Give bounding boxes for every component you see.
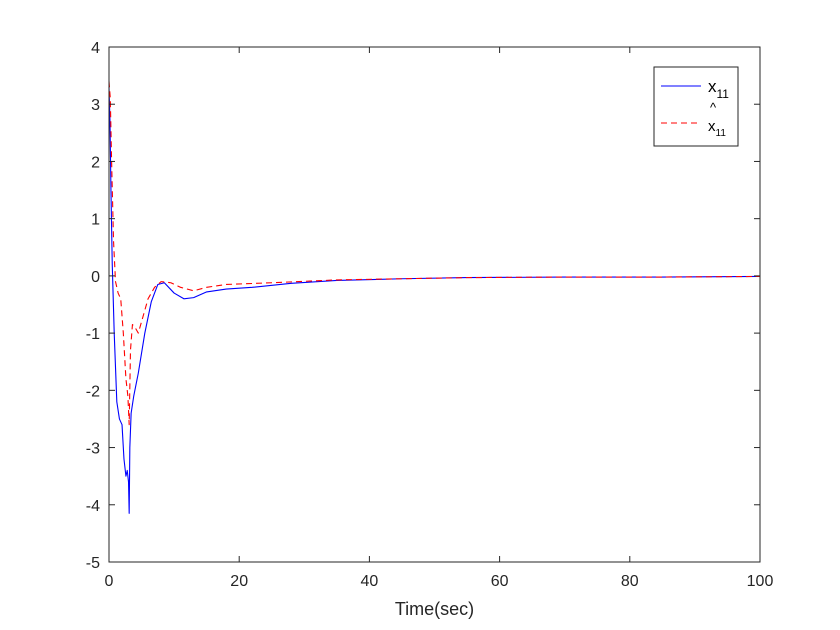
legend-label-x11-hat-sub: 11 xyxy=(716,128,727,139)
legend: x11 ^ x11 xyxy=(653,66,739,147)
x-tick-label: 80 xyxy=(621,573,639,590)
legend-label-x11: x11 xyxy=(708,77,729,101)
y-tick-label: 0 xyxy=(91,269,100,286)
legend-label-x11-hat: x11 xyxy=(708,118,726,139)
y-tick-label: -3 xyxy=(86,441,100,458)
y-tick-label: -2 xyxy=(86,383,100,400)
legend-label-x11-sub: 11 xyxy=(717,87,730,101)
y-tick-label: 3 xyxy=(91,97,100,114)
ticks-layer: 0 20 40 60 80 100 4 3 2 1 0 -1 -2 -3 -4 -5 xyxy=(86,40,774,590)
x-tick-label: 0 xyxy=(105,573,114,590)
legend-label-x11-hat-base: x xyxy=(708,118,716,135)
y-tick-label: 4 xyxy=(91,40,100,57)
x-tick-label: 100 xyxy=(747,573,774,590)
y-tick-label: -1 xyxy=(86,326,100,343)
legend-label-x11-hat-mark: ^ xyxy=(710,100,717,115)
x-tick-label: 20 xyxy=(230,573,248,590)
series-layer xyxy=(108,81,761,514)
legend-box xyxy=(653,66,739,147)
legend-label-x11-base: x xyxy=(708,77,717,96)
series-line-x11-hat xyxy=(108,81,761,426)
y-tick-label: -5 xyxy=(86,555,100,572)
x-axis-title: Time(sec) xyxy=(395,599,474,619)
axes-box xyxy=(108,46,761,563)
x-tick-label: 40 xyxy=(361,573,379,590)
plot-area xyxy=(109,47,760,562)
y-tick-label: -4 xyxy=(86,498,100,515)
y-tick-label: 1 xyxy=(91,212,100,229)
y-tick-label: 2 xyxy=(91,154,100,171)
series-line-x11 xyxy=(108,87,761,514)
x-tick-label: 60 xyxy=(491,573,509,590)
